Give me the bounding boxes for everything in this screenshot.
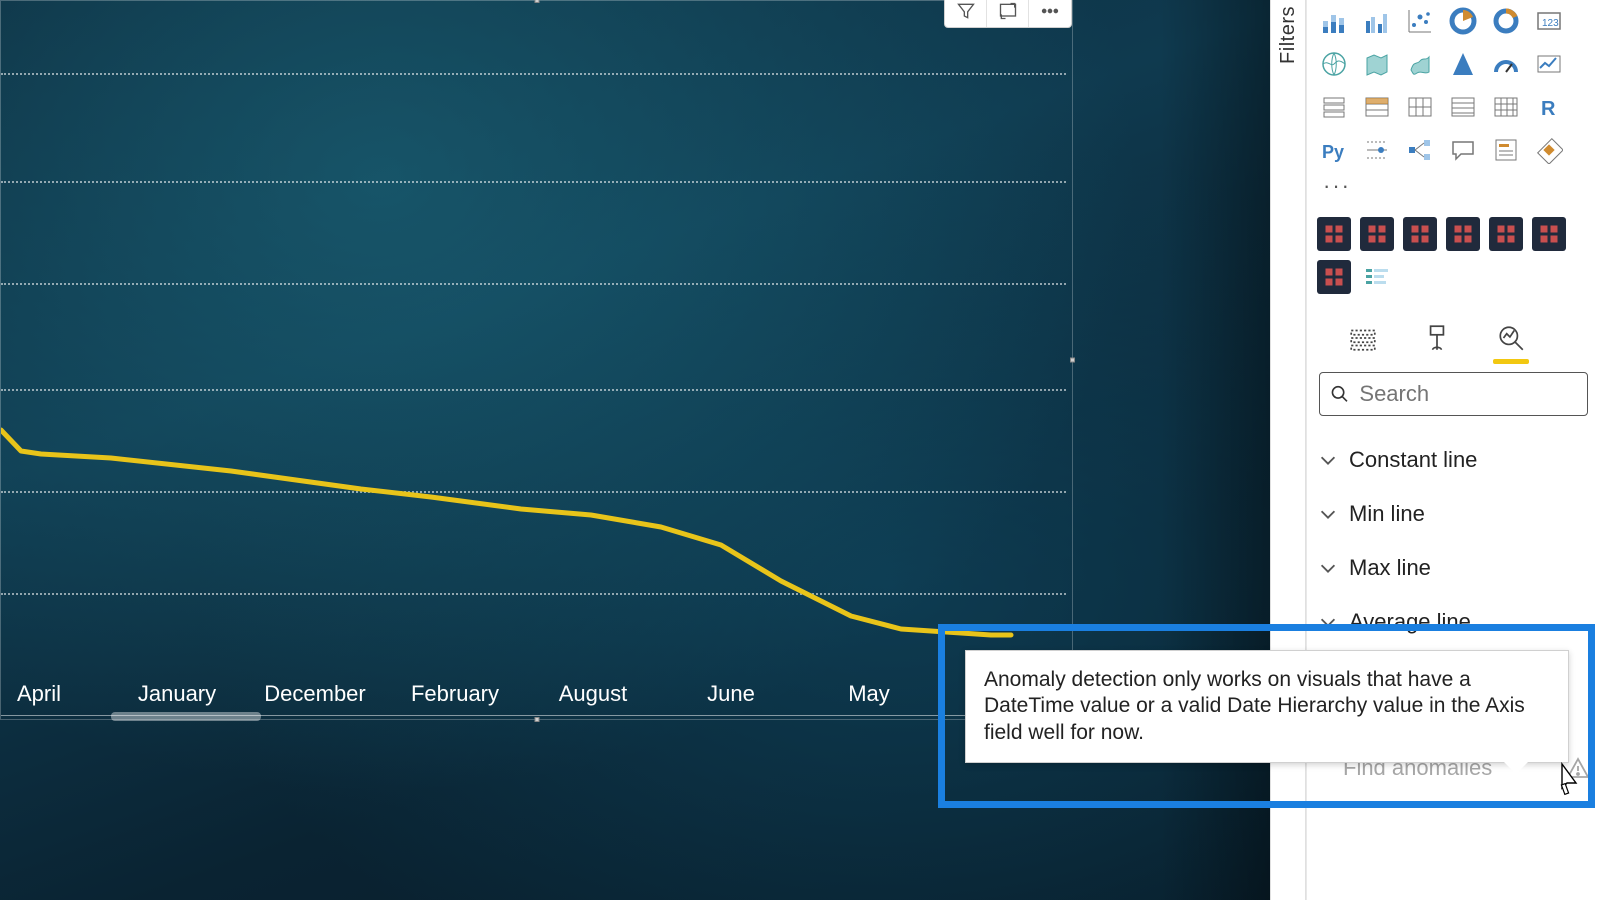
chevron-down-icon bbox=[1317, 449, 1339, 471]
report-canvas: April January December February August June Ma… bbox=[0, 0, 1270, 900]
x-axis-label: May bbox=[848, 681, 890, 707]
viz-gauge-icon[interactable] bbox=[1489, 47, 1523, 81]
warning-icon[interactable] bbox=[1566, 756, 1590, 780]
custom-viz-7[interactable] bbox=[1317, 260, 1351, 294]
option-label: Max line bbox=[1349, 555, 1431, 581]
selection-handle-top[interactable] bbox=[534, 0, 539, 3]
chevron-down-icon bbox=[1317, 611, 1339, 633]
gridline bbox=[1, 593, 1066, 595]
option-constant-line[interactable]: Constant line bbox=[1317, 432, 1590, 486]
visualizations-panel: 123 R Py ··· bbox=[1306, 0, 1600, 900]
option-label: Average line bbox=[1349, 609, 1471, 635]
x-axis-label: December bbox=[264, 681, 365, 707]
x-axis-label: February bbox=[411, 681, 499, 707]
analytics-search[interactable] bbox=[1319, 372, 1588, 416]
tab-format[interactable] bbox=[1417, 318, 1457, 358]
viz-shape-map-icon[interactable] bbox=[1403, 47, 1437, 81]
gridline bbox=[1, 491, 1066, 493]
chevron-down-icon bbox=[1317, 503, 1339, 525]
viz-key-influencer-icon[interactable] bbox=[1360, 133, 1394, 167]
x-axis-scrollbar-thumb[interactable] bbox=[111, 712, 261, 721]
viz-qna-icon[interactable] bbox=[1446, 133, 1480, 167]
custom-viz-3[interactable] bbox=[1403, 217, 1437, 251]
focus-icon bbox=[998, 1, 1018, 21]
viz-slicer-icon[interactable] bbox=[1317, 90, 1351, 124]
visualization-gallery: 123 R Py bbox=[1317, 4, 1582, 167]
visual-more-button[interactable] bbox=[1029, 0, 1071, 27]
x-axis-label: June bbox=[707, 681, 755, 707]
x-axis: April January December February August June Ma… bbox=[1, 655, 1066, 715]
svg-text:R: R bbox=[1541, 98, 1556, 120]
viz-matrix-icon[interactable] bbox=[1403, 90, 1437, 124]
custom-viz-2[interactable] bbox=[1360, 217, 1394, 251]
chart-plot-area bbox=[1, 31, 1066, 651]
viz-r-icon[interactable]: R bbox=[1532, 90, 1566, 124]
option-max-line[interactable]: Max line bbox=[1317, 540, 1590, 594]
viz-pie-icon[interactable] bbox=[1446, 4, 1480, 38]
x-axis-label: April bbox=[17, 681, 61, 707]
custom-viz-5[interactable] bbox=[1489, 217, 1523, 251]
custom-viz-1[interactable] bbox=[1317, 217, 1351, 251]
custom-visuals-row bbox=[1317, 217, 1582, 294]
search-icon bbox=[1330, 383, 1349, 405]
option-average-line[interactable]: Average line bbox=[1317, 594, 1590, 648]
viz-clustered-column-icon[interactable] bbox=[1360, 4, 1394, 38]
svg-text:Py: Py bbox=[1322, 142, 1344, 162]
search-input[interactable] bbox=[1359, 381, 1577, 407]
viz-azure-map-icon[interactable] bbox=[1446, 47, 1480, 81]
selection-handle-bottom[interactable] bbox=[534, 717, 539, 722]
viz-table-icon[interactable] bbox=[1360, 90, 1394, 124]
viz-python-icon[interactable]: Py bbox=[1317, 133, 1351, 167]
x-axis-label: August bbox=[559, 681, 628, 707]
custom-viz-list[interactable] bbox=[1360, 260, 1394, 294]
more-icon bbox=[1040, 1, 1060, 21]
option-label: Constant line bbox=[1349, 447, 1477, 473]
viz-kpi-icon[interactable] bbox=[1532, 47, 1566, 81]
svg-text:123: 123 bbox=[1542, 18, 1559, 29]
canvas-right-shadow bbox=[1160, 0, 1270, 900]
tooltip-text: Anomaly detection only works on visuals … bbox=[984, 668, 1525, 744]
viz-gallery-more[interactable]: ··· bbox=[1323, 173, 1590, 199]
viz-decomposition-icon[interactable] bbox=[1403, 133, 1437, 167]
gridline bbox=[1, 73, 1066, 75]
filters-pane-label: Filters bbox=[1277, 6, 1300, 64]
visual-filter-button[interactable] bbox=[945, 0, 987, 27]
viz-donut-icon[interactable] bbox=[1489, 4, 1523, 38]
tab-analytics[interactable] bbox=[1491, 318, 1531, 358]
viz-map-icon[interactable] bbox=[1317, 47, 1351, 81]
pane-tabs bbox=[1343, 318, 1590, 358]
option-label: Min line bbox=[1349, 501, 1425, 527]
line-series bbox=[1, 31, 1066, 651]
gridline bbox=[1, 283, 1066, 285]
viz-table2-icon[interactable] bbox=[1446, 90, 1480, 124]
viz-card-icon[interactable]: 123 bbox=[1532, 4, 1566, 38]
visual-header-toolbar bbox=[944, 0, 1072, 28]
viz-scatter-icon[interactable] bbox=[1403, 4, 1437, 38]
viz-stacked-bar-icon[interactable] bbox=[1317, 4, 1351, 38]
viz-paginated-icon[interactable] bbox=[1532, 133, 1566, 167]
viz-smart-narrative-icon[interactable] bbox=[1489, 133, 1523, 167]
filter-icon bbox=[956, 1, 976, 21]
viz-matrix2-icon[interactable] bbox=[1489, 90, 1523, 124]
option-min-line[interactable]: Min line bbox=[1317, 486, 1590, 540]
gridline bbox=[1, 181, 1066, 183]
chevron-down-icon bbox=[1317, 557, 1339, 579]
line-chart-visual[interactable]: April January December February August June Ma… bbox=[0, 0, 1073, 720]
x-axis-label: January bbox=[138, 681, 216, 707]
visual-focus-button[interactable] bbox=[987, 0, 1029, 27]
selection-handle-right[interactable] bbox=[1070, 358, 1075, 363]
anomaly-tooltip: Anomaly detection only works on visuals … bbox=[965, 650, 1569, 763]
viz-filled-map-icon[interactable] bbox=[1360, 47, 1394, 81]
tab-fields[interactable] bbox=[1343, 318, 1383, 358]
custom-viz-4[interactable] bbox=[1446, 217, 1480, 251]
filters-pane-collapsed[interactable]: Filters bbox=[1270, 0, 1306, 900]
custom-viz-6[interactable] bbox=[1532, 217, 1566, 251]
gridline bbox=[1, 389, 1066, 391]
